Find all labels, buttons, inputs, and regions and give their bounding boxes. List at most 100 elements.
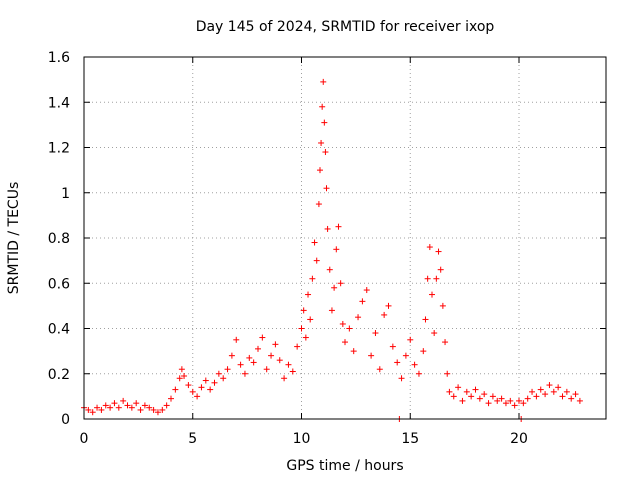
y-tick-label: 1.4 xyxy=(48,95,70,111)
data-point xyxy=(326,266,333,273)
data-point xyxy=(537,386,544,393)
data-point xyxy=(355,314,362,321)
data-point xyxy=(233,336,240,343)
y-tick-label: 1.2 xyxy=(48,141,70,157)
data-point xyxy=(178,366,185,373)
data-point xyxy=(350,348,357,355)
data-point xyxy=(542,391,549,398)
data-point xyxy=(435,248,442,255)
data-point xyxy=(339,320,346,327)
data-point xyxy=(433,275,440,282)
data-point xyxy=(315,201,322,208)
data-point xyxy=(389,343,396,350)
data-point xyxy=(220,375,227,382)
data-point xyxy=(289,368,296,375)
data-point xyxy=(359,298,366,305)
data-point xyxy=(450,393,457,400)
data-point xyxy=(559,393,566,400)
data-point xyxy=(128,404,135,411)
y-tick-label: 0.4 xyxy=(48,322,70,338)
data-point xyxy=(439,302,446,309)
data-point xyxy=(550,388,557,395)
data-point xyxy=(207,386,214,393)
data-point xyxy=(250,359,257,366)
data-point xyxy=(524,395,531,402)
data-point xyxy=(189,388,196,395)
data-point xyxy=(546,382,553,389)
data-point xyxy=(202,377,209,384)
data-point xyxy=(376,366,383,373)
data-point xyxy=(485,400,492,407)
data-point xyxy=(422,316,429,323)
data-point xyxy=(263,366,270,373)
x-tick-label: 15 xyxy=(401,431,419,447)
axis-ticks: 0 0.2 0.4 0.6 0.8 1 1.2 1.4 1.6 0 5 10 15 20 xyxy=(48,50,606,447)
data-point xyxy=(94,404,101,411)
data-point xyxy=(241,370,248,377)
data-point xyxy=(429,291,435,298)
data-point xyxy=(305,291,312,298)
data-point xyxy=(313,257,320,264)
data-point xyxy=(281,375,288,382)
data-point xyxy=(346,325,353,332)
x-tick-label: 20 xyxy=(510,431,528,447)
data-point xyxy=(321,119,328,126)
data-point xyxy=(381,311,388,318)
data-point xyxy=(107,404,114,411)
data-point xyxy=(507,397,514,404)
data-point xyxy=(368,352,375,359)
y-tick-label: 0 xyxy=(61,412,70,428)
data-point xyxy=(511,402,518,409)
data-point xyxy=(459,397,466,404)
data-point xyxy=(163,402,170,409)
data-point xyxy=(437,266,444,273)
data-point xyxy=(498,395,505,402)
y-tick-label: 0.8 xyxy=(48,231,70,247)
data-point xyxy=(463,388,470,395)
data-point xyxy=(331,284,338,291)
data-point xyxy=(398,375,405,382)
data-point xyxy=(333,246,340,253)
data-point xyxy=(335,223,342,230)
data-point xyxy=(294,343,301,350)
data-point xyxy=(309,275,316,282)
data-point xyxy=(415,370,422,377)
x-axis-label: GPS time / hours xyxy=(286,458,403,474)
data-point xyxy=(520,400,527,407)
y-axis-label: SRMTID / TECUs xyxy=(6,182,22,295)
data-point xyxy=(146,404,153,411)
y-tick-label: 1.6 xyxy=(48,50,70,66)
data-point xyxy=(385,302,392,309)
data-point xyxy=(319,103,326,110)
data-point xyxy=(194,393,201,400)
data-point xyxy=(576,397,583,404)
data-point xyxy=(181,373,188,380)
x-tick-label: 10 xyxy=(293,431,311,447)
chart-title: Day 145 of 2024, SRMTID for receiver ixo… xyxy=(196,19,495,35)
data-point xyxy=(455,384,462,391)
data-point xyxy=(141,402,148,409)
data-point xyxy=(516,397,522,404)
data-point xyxy=(472,386,479,393)
data-point xyxy=(85,406,92,413)
data-point xyxy=(533,393,540,400)
data-point xyxy=(468,393,475,400)
data-point xyxy=(228,352,235,359)
data-point xyxy=(324,225,331,232)
data-point xyxy=(300,307,307,314)
y-tick-label: 0.2 xyxy=(48,367,70,383)
data-point xyxy=(111,400,118,407)
data-point xyxy=(272,341,279,348)
y-tick-label: 1 xyxy=(61,186,70,202)
data-point xyxy=(489,393,496,400)
data-point xyxy=(159,406,166,413)
data-point xyxy=(572,391,579,398)
data-point xyxy=(154,409,161,416)
x-tick-label: 0 xyxy=(80,431,89,447)
data-point xyxy=(328,307,335,314)
data-point xyxy=(172,386,179,393)
data-point xyxy=(137,406,144,413)
grid-lines xyxy=(84,57,606,419)
data-point xyxy=(298,325,305,332)
